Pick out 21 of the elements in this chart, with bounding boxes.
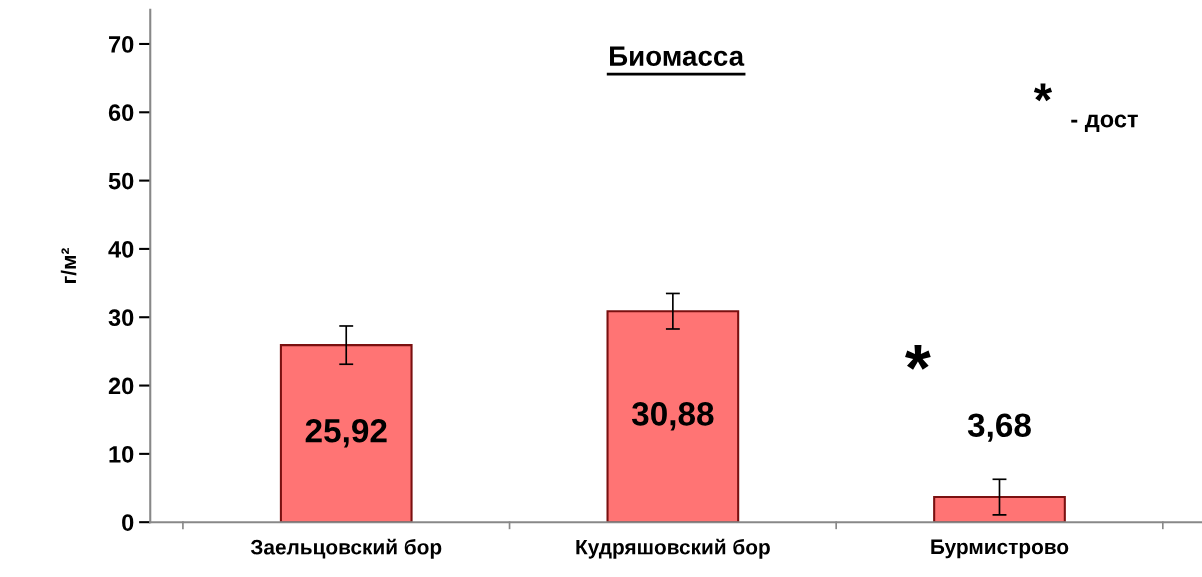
y-tick-label: 0 — [122, 514, 134, 531]
y-tick-label: 10 — [109, 445, 134, 463]
x-tick-label: Бурмистрово — [931, 539, 1069, 559]
y-tick-label: 20 — [108, 377, 134, 395]
x-tick-label: Заельцовский бор — [250, 538, 442, 559]
x-tick-label: Кудряшовский бор — [576, 538, 770, 559]
y-tick-label: 70 — [109, 36, 134, 53]
bar — [606, 310, 740, 523]
annotation: * — [905, 344, 931, 370]
y-tick-label: 60 — [108, 104, 134, 122]
y-tick-label: 30 — [108, 309, 134, 327]
y-tick-label: 50 — [108, 172, 134, 190]
y-tick-label: 40 — [108, 240, 134, 258]
data-label: 30,88 — [631, 402, 714, 431]
bar — [279, 344, 413, 523]
annotation: * - дост — [1033, 83, 1138, 132]
y-axis-title: г/м² — [60, 248, 77, 283]
bar — [933, 496, 1066, 523]
data-label: 25,92 — [305, 418, 387, 448]
text: Биомасса — [610, 46, 745, 66]
data-label: 3,68 — [967, 413, 1031, 442]
